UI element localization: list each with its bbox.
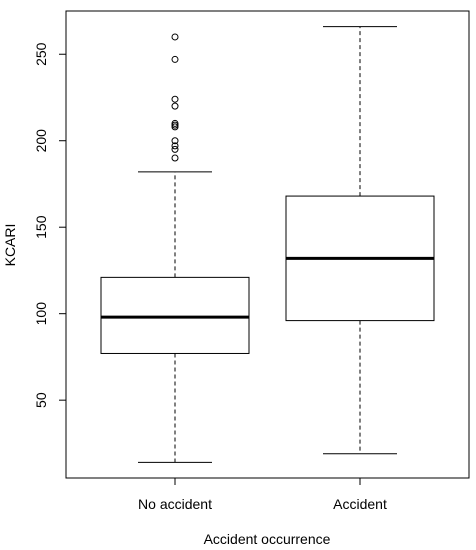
outlier-point	[171, 95, 179, 103]
outlier-point	[171, 142, 179, 150]
box-group-no-accident	[100, 33, 250, 463]
outlier-point	[171, 137, 179, 145]
x-tick-label: Accident	[333, 496, 387, 512]
outlier-point	[171, 154, 179, 162]
outlier-point	[171, 33, 179, 41]
y-axis-label: KCARI	[2, 224, 18, 267]
x-axis: No accident Accident	[138, 478, 387, 512]
boxplot-marks	[100, 26, 435, 463]
y-tick-label: 200	[33, 129, 49, 153]
box-group-accident	[285, 26, 435, 455]
plot-frame	[65, 10, 470, 479]
y-axis: 50 100 150 200 250	[33, 42, 66, 408]
x-axis-label: Accident occurrence	[204, 531, 331, 547]
outlier-point	[171, 55, 179, 63]
y-tick-label: 250	[33, 42, 49, 66]
x-tick-label: No accident	[138, 496, 212, 512]
outlier-point	[171, 102, 179, 110]
outlier-point	[171, 119, 179, 127]
iqr-box	[100, 276, 250, 354]
outlier-point	[171, 145, 179, 153]
y-tick-label: 50	[33, 392, 49, 408]
y-tick-label: 150	[33, 215, 49, 239]
y-tick-label: 100	[33, 302, 49, 326]
